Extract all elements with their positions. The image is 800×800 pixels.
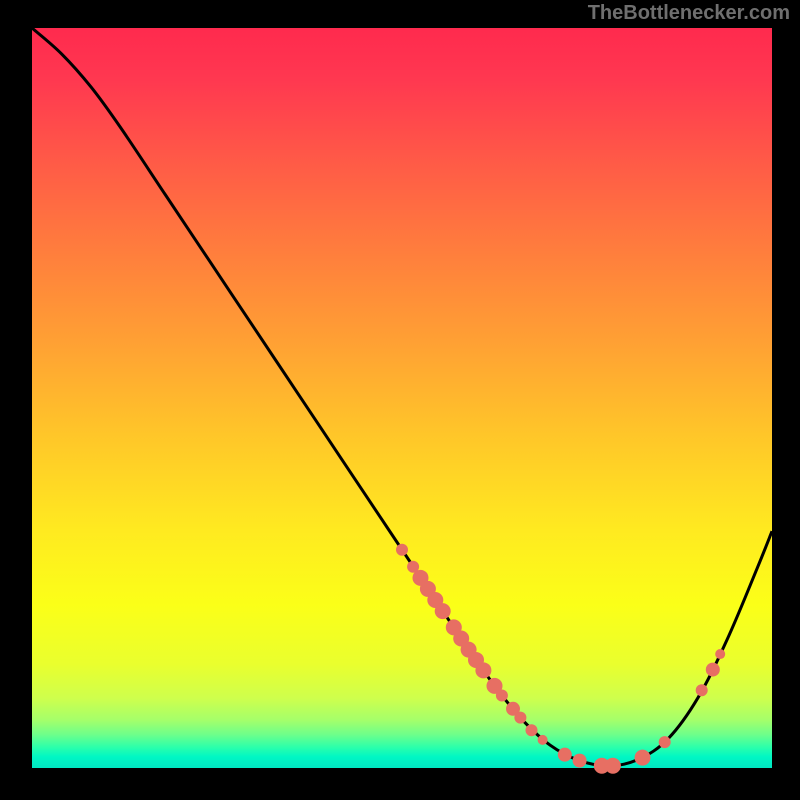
data-marker xyxy=(659,736,671,748)
data-marker xyxy=(538,735,548,745)
watermark-text: TheBottlenecker.com xyxy=(588,2,790,25)
plot-background xyxy=(32,28,772,768)
plot-svg xyxy=(0,0,800,800)
data-marker xyxy=(558,748,572,762)
data-marker xyxy=(475,662,491,678)
data-marker xyxy=(514,712,526,724)
data-marker xyxy=(715,649,725,659)
data-marker xyxy=(573,754,587,768)
data-marker xyxy=(435,603,451,619)
chart-container: TheBottlenecker.com xyxy=(0,0,800,800)
data-marker xyxy=(706,663,720,677)
data-marker xyxy=(396,544,408,556)
data-marker xyxy=(635,750,651,766)
data-marker xyxy=(605,758,621,774)
data-marker xyxy=(526,724,538,736)
data-marker xyxy=(696,684,708,696)
data-marker xyxy=(496,689,508,701)
